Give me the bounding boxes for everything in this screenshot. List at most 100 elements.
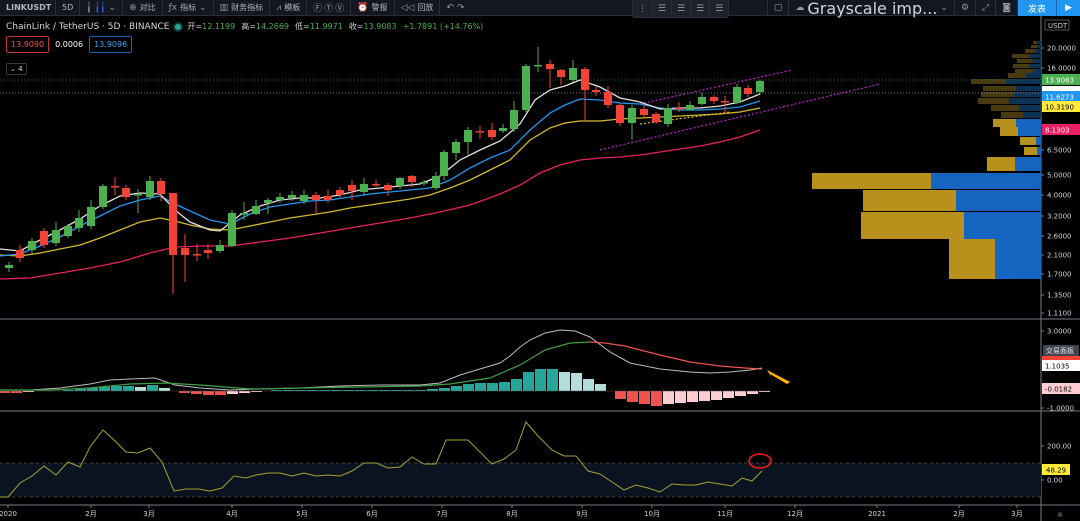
chart-canvas[interactable]: 20.0000 16.0000 6.5000 5.0000 4.0000 3.2000 2.… (0, 16, 1080, 521)
top-toolbar: LINKUSDT 5D ╽ ╽╽ ⌄ ⊕ 对比 ƒx 指标 ⌄ ▥ 财务指标 ⩘… (0, 0, 1080, 16)
price-tag (1042, 74, 1080, 85)
candle-body (756, 81, 764, 92)
fullscreen-button[interactable]: ⤢ (976, 0, 997, 16)
buy-button[interactable]: 13.9096 (89, 36, 133, 53)
macd-bar (415, 390, 426, 391)
macd-tag-label: -0.0182 (1045, 386, 1072, 394)
tool-2-button[interactable]: ☰ (672, 0, 692, 18)
tool-3-button[interactable]: ☰ (691, 0, 711, 18)
candle-body (348, 185, 356, 191)
plus-circle-icon: ⊕ (129, 2, 137, 13)
layout-button[interactable]: ☁ Grayscale imp... ⌄ (789, 0, 955, 18)
chevron-down-icon: ⌄ (10, 65, 19, 73)
market-status-icon (175, 23, 182, 30)
volume-profile-bar (993, 119, 1016, 127)
redo-icon[interactable]: ↷ (456, 2, 465, 13)
ftv-buttons: Ⓕ Ⓣ Ⓥ (307, 0, 352, 16)
candle-body (216, 245, 224, 251)
price-tag (1042, 91, 1080, 102)
layout-name: Grayscale imp... (807, 0, 938, 18)
alert-button[interactable]: ⏰ 警报 (351, 0, 395, 16)
candle-body (408, 176, 416, 182)
replay-button[interactable]: ◁◁ 回放 (395, 0, 441, 16)
candle-body (87, 207, 95, 226)
trading-panel-tooltip (1043, 345, 1079, 356)
candle-body (28, 241, 36, 250)
volume-profile-bar (949, 239, 995, 279)
macd-tag (1042, 383, 1080, 394)
time-tick-label: 2021 (868, 510, 886, 518)
financials-button[interactable]: ▥ 财务指标 (214, 0, 271, 16)
candle-body (396, 178, 404, 186)
candle-body (510, 110, 518, 129)
volume-profile-bar (863, 190, 956, 211)
macd-bar (583, 379, 594, 391)
currency-badge (1044, 19, 1070, 31)
time-tick-label: 9月 (576, 510, 587, 518)
macd-bar (511, 379, 522, 391)
price-tick-label: 2.6000 (1047, 233, 1072, 241)
open-value: 12.1199 (202, 22, 236, 31)
indicators-button[interactable]: ƒx 指标 ⌄ (163, 0, 214, 16)
template-icon: ⩘ (276, 2, 282, 13)
t-circle-icon[interactable]: Ⓣ (324, 4, 334, 14)
undo-icon[interactable]: ↶ (446, 2, 454, 13)
lines-settings-icon: ☰ (658, 3, 667, 14)
interval-button[interactable]: 5D (56, 0, 81, 16)
fullscreen-square-button[interactable]: ▢ (766, 0, 790, 16)
publish-button[interactable]: 发表 (1017, 0, 1056, 16)
snapshot-button[interactable]: ◙ (996, 0, 1018, 16)
axis-settings-icon[interactable]: ☼ (1057, 511, 1063, 519)
settings-button[interactable]: ⚙ (955, 0, 977, 16)
time-tick-label: 8月 (506, 510, 517, 518)
macd-bar (63, 390, 74, 391)
candle-body (122, 188, 130, 197)
volume-profile-bar (956, 190, 1041, 211)
macd-bar (239, 391, 250, 393)
collapse-indicators-button[interactable]: ⌄ 4 (6, 63, 27, 75)
price-tag (1042, 86, 1080, 91)
tool-1-button[interactable]: ☰ (653, 0, 673, 18)
close-key: 收= (348, 22, 364, 31)
time-tick-label: 2月 (953, 510, 964, 518)
drag-handle[interactable]: ⋮ (633, 0, 653, 18)
symbol-search-button[interactable]: LINKUSDT (0, 0, 56, 16)
spread-value: 0.0006 (55, 40, 84, 49)
templates-button[interactable]: ⩘ 模板 (270, 0, 308, 16)
macd-bar (651, 391, 662, 406)
volume-profile-bar (1037, 41, 1041, 44)
interval-label: 5D (62, 3, 74, 12)
candle-body (569, 68, 577, 80)
sell-button[interactable]: 13.9090 (6, 36, 50, 53)
candle-body (300, 195, 308, 201)
volume-profile-bar (1025, 49, 1035, 53)
macd-bar (723, 391, 734, 398)
macd-bar (343, 390, 354, 391)
volume-profile-bar (995, 239, 1041, 279)
volume-profile-bar (1033, 69, 1041, 73)
play-button[interactable]: ▶ (1056, 0, 1080, 16)
compare-button[interactable]: ⊕ 对比 (123, 0, 163, 16)
candle-body (360, 184, 368, 192)
candle-body (721, 101, 729, 103)
templates-label: 模板 (284, 3, 301, 12)
high-value: 14.2669 (255, 22, 290, 31)
macd-bar (687, 391, 698, 402)
v-circle-icon[interactable]: Ⓥ (335, 4, 345, 14)
lines-nodes-icon: ☰ (677, 3, 686, 14)
candle-body (264, 200, 272, 203)
candle-body (157, 181, 165, 194)
ema-yellow-line (0, 107, 761, 257)
bar-style-button[interactable]: ╽ ╽╽ ⌄ (80, 0, 124, 16)
f-circle-icon[interactable]: Ⓕ (313, 4, 323, 14)
price-tag-label: 11.6273 (1045, 94, 1074, 102)
candle-body (312, 195, 320, 200)
volume-profile-bar (1035, 49, 1041, 53)
main-legend: ChainLink / TetherUS · 5D · BINANCE 开=12… (6, 21, 483, 32)
candle-body (193, 254, 201, 256)
macd-bar (251, 391, 262, 392)
volume-profile-bar (1016, 119, 1041, 127)
candle-body (546, 64, 554, 69)
tool-4-button[interactable]: ☰ (710, 0, 728, 18)
macd-bar (535, 369, 546, 391)
